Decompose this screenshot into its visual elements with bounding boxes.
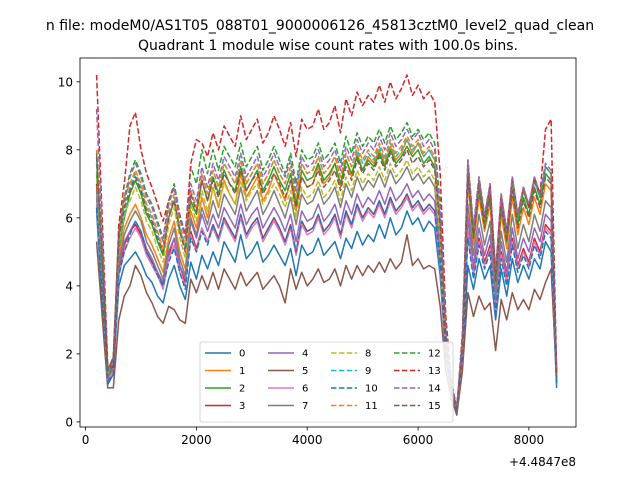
series-line-12 (95, 121, 558, 410)
legend-label-11: 11 (365, 401, 378, 412)
x-tick-label: 4000 (292, 433, 323, 447)
series-line-1 (95, 138, 558, 410)
y-tick-label: 0 (65, 415, 73, 429)
legend-label-6: 6 (302, 384, 308, 395)
x-tick-label: 6000 (403, 433, 434, 447)
series-line-7 (95, 166, 558, 413)
series-line-8 (95, 159, 558, 410)
series-line-10 (95, 193, 558, 413)
series-line-14 (95, 108, 558, 410)
x-offset-label: +4.4847e8 (509, 455, 576, 469)
x-tick-label: 8000 (514, 433, 545, 447)
legend-label-0: 0 (239, 349, 245, 360)
series-line-0 (95, 210, 558, 413)
legend-label-5: 5 (302, 366, 308, 377)
legend-label-14: 14 (428, 384, 441, 395)
series-line-4 (95, 183, 558, 413)
legend-label-4: 4 (302, 349, 308, 360)
legend-label-8: 8 (365, 349, 371, 360)
series-line-5 (95, 234, 558, 416)
y-tick-label: 2 (65, 347, 73, 361)
y-tick-label: 4 (65, 279, 73, 293)
legend-label-13: 13 (428, 366, 441, 377)
x-tick-label: 2000 (181, 433, 212, 447)
y-tick-label: 6 (65, 211, 73, 225)
legend-label-7: 7 (302, 401, 308, 412)
axes-frame (79, 57, 577, 428)
series-line-15 (95, 149, 558, 410)
legend-label-15: 15 (428, 401, 441, 412)
legend-label-3: 3 (239, 401, 245, 412)
legend-box (199, 341, 454, 423)
x-tick-label: 0 (82, 433, 90, 447)
legend-label-9: 9 (365, 366, 371, 377)
legend-label-2: 2 (239, 384, 245, 395)
chart-title: Quadrant 1 module wise count rates with … (138, 38, 518, 54)
legend-label-12: 12 (428, 349, 441, 360)
figure-suptitle: n file: modeM0/AS1T05_088T01_9000006126_… (46, 18, 594, 34)
series-line-6 (95, 196, 558, 413)
y-tick-label: 8 (65, 143, 73, 157)
legend-label-10: 10 (365, 384, 378, 395)
legend-label-1: 1 (239, 366, 245, 377)
y-tick-label: 10 (58, 75, 73, 89)
